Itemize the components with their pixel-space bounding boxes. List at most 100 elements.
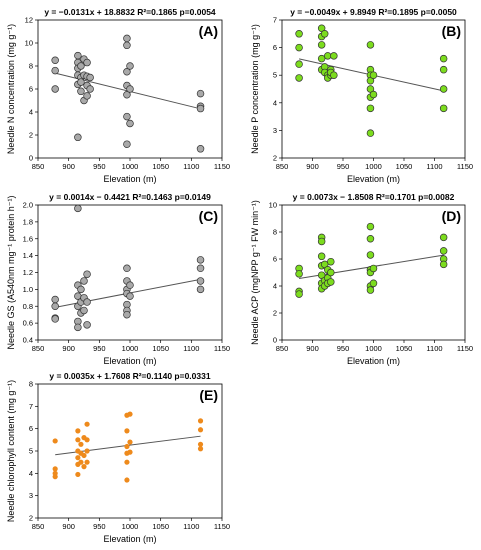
data-point: [83, 321, 91, 329]
data-point: [86, 85, 94, 93]
data-point: [75, 471, 81, 478]
data-point: [81, 464, 87, 470]
data-point: [126, 119, 134, 128]
y-tick-label: 4: [29, 469, 33, 478]
y-axis-label: Needle chlorophyll content (mg g⁻¹): [6, 380, 16, 522]
data-point: [439, 104, 448, 113]
data-point: [83, 298, 91, 306]
data-point: [51, 302, 59, 311]
data-point: [366, 222, 375, 231]
data-point: [123, 67, 131, 76]
regression-equation: y = 0.0035x + 1.7608 R²=0.1140 p=0.0331: [49, 371, 210, 381]
data-point: [366, 235, 375, 243]
data-point: [123, 140, 131, 148]
data-point: [124, 428, 130, 434]
y-axis-label: Needle P concentration (mg g⁻¹): [250, 24, 260, 154]
data-point: [197, 418, 204, 424]
data-point: [439, 247, 448, 255]
data-point: [366, 41, 375, 49]
data-point: [84, 459, 90, 465]
data-point: [123, 90, 131, 99]
data-point: [295, 74, 303, 82]
data-point: [74, 51, 82, 60]
y-tick-label: 6: [29, 424, 33, 433]
y-tick-label: 7: [29, 402, 33, 411]
data-point: [196, 145, 205, 153]
x-tick-label: 950: [93, 344, 106, 353]
chart-panel-5: 850 900 950 1000 1050 1100 1150 2 3 4 5 6 7 8 y = 0.00…: [6, 371, 230, 544]
y-tick-label: 2: [29, 131, 33, 140]
y-tick-label: 12: [25, 16, 33, 25]
panel-label: (D): [442, 208, 461, 224]
data-point: [366, 129, 375, 137]
y-tick-label: 0: [29, 154, 33, 163]
data-point: [295, 43, 303, 52]
data-point: [369, 90, 378, 99]
x-tick-label: 1050: [152, 162, 169, 171]
y-axis-label: Needle ACP (mgNPP g⁻¹ FW min⁻¹): [250, 200, 260, 345]
plot-frame: [37, 204, 223, 341]
x-tick-label: 950: [93, 522, 106, 531]
x-tick-label: 1100: [426, 162, 442, 171]
x-tick-label: 1150: [457, 344, 473, 353]
chart-panel-4: 850 900 950 1000 1050 1100 1150 0 2 4 6 8 10 y = 0.00…: [250, 192, 473, 366]
data-point: [317, 237, 326, 246]
x-tick-label: 1100: [426, 344, 442, 353]
data-point: [127, 439, 133, 445]
y-tick-label: 5: [29, 447, 33, 456]
data-point: [295, 60, 303, 68]
regression-equation: y = 0.0014x − 0.4421 R²=0.1463 p=0.0149: [49, 192, 211, 202]
data-point: [366, 286, 375, 294]
data-point: [51, 66, 59, 75]
data-point: [124, 459, 130, 465]
chart-panel-2: 850 900 950 1000 1050 1100 1150 2 3 4 5 6 7 y = −0.00…: [250, 7, 473, 184]
data-point: [123, 112, 131, 121]
x-tick-label: 950: [337, 344, 350, 353]
data-point: [80, 277, 88, 285]
x-tick-label: 1050: [152, 522, 169, 531]
x-tick-label: 1000: [122, 162, 139, 171]
data-point: [127, 449, 133, 455]
data-point: [320, 30, 329, 38]
panel-label: (A): [199, 23, 218, 39]
data-point: [327, 257, 335, 266]
x-tick-label: 900: [62, 344, 75, 353]
x-tick-label: 1100: [183, 522, 199, 531]
data-point: [327, 278, 335, 286]
x-tick-label: 850: [32, 522, 45, 531]
data-point: [127, 411, 133, 417]
data-point: [52, 466, 58, 472]
data-point: [124, 443, 130, 450]
data-point: [77, 87, 85, 96]
data-point: [80, 306, 88, 315]
data-point: [126, 292, 134, 300]
x-tick-label: 850: [32, 344, 45, 353]
x-axis-label: Elevation (m): [103, 174, 156, 184]
y-tick-label: 4: [29, 108, 33, 117]
data-point: [295, 290, 303, 298]
data-point: [196, 104, 205, 113]
data-point: [317, 252, 326, 261]
y-tick-label: 0: [273, 336, 277, 345]
data-point: [126, 62, 134, 70]
x-tick-label: 900: [62, 522, 75, 531]
y-tick-label: 1.2: [23, 268, 33, 277]
data-point: [126, 281, 134, 289]
y-tick-label: 2: [273, 309, 277, 318]
data-point: [439, 260, 448, 269]
data-point: [83, 270, 91, 278]
panel-label: (E): [199, 387, 218, 403]
y-tick-label: 1.6: [23, 234, 33, 243]
y-tick-label: 2: [273, 154, 277, 163]
data-point: [369, 71, 378, 79]
x-axis-label: Elevation (m): [347, 174, 400, 184]
data-point: [51, 56, 59, 64]
data-point: [330, 71, 338, 79]
data-point: [78, 459, 84, 465]
data-point: [196, 264, 205, 273]
data-point: [84, 437, 90, 443]
x-tick-label: 1150: [214, 162, 230, 171]
x-tick-label: 1050: [396, 162, 413, 171]
data-point: [197, 427, 204, 433]
